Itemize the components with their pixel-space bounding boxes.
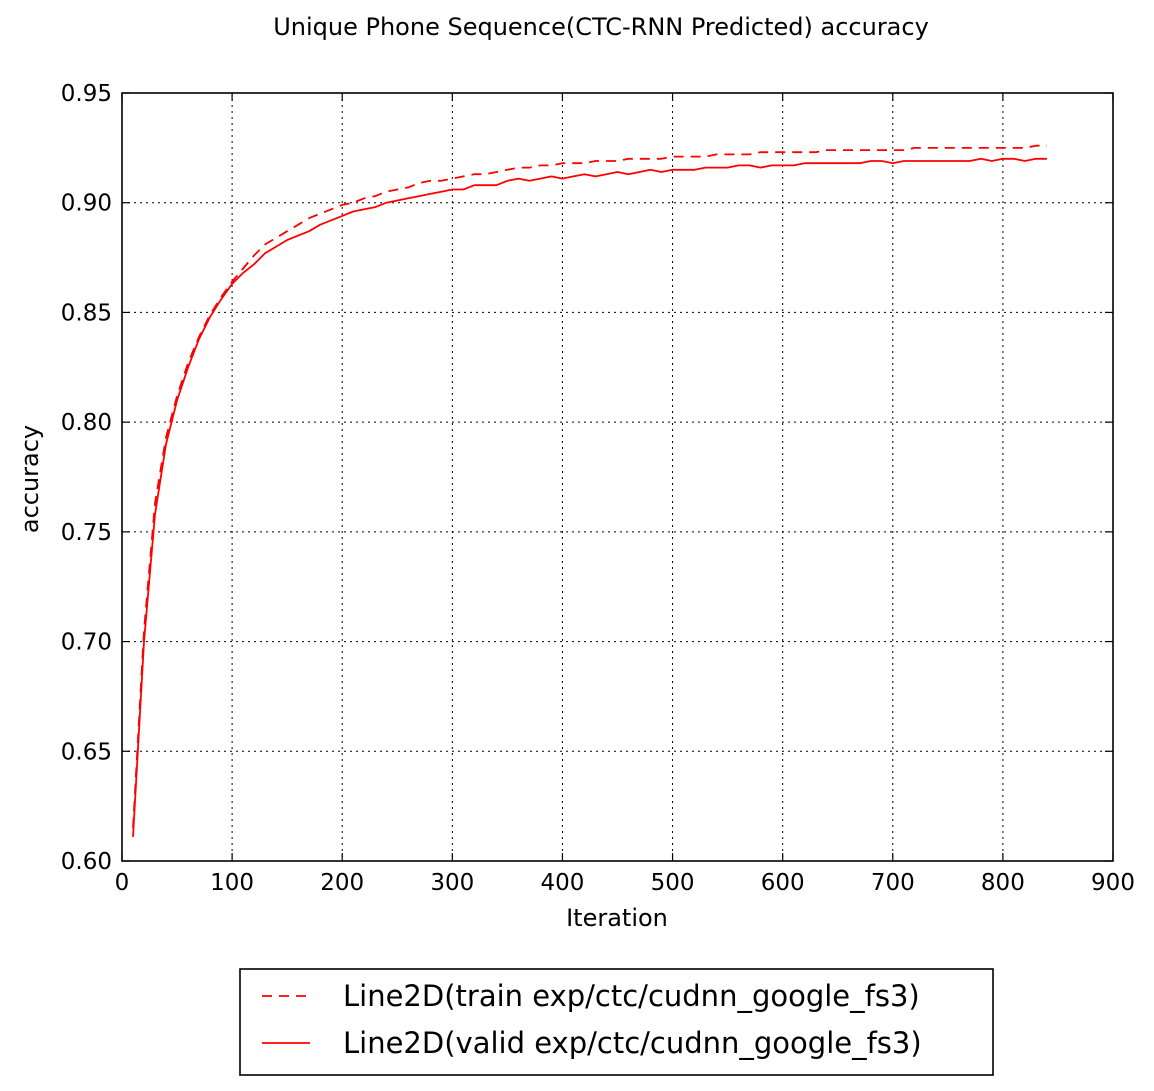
y-tick-label: 0.75 <box>61 520 112 546</box>
y-tick-label: 0.60 <box>61 849 112 875</box>
x-tick-label: 0 <box>115 870 130 896</box>
y-tick-label: 0.65 <box>61 739 112 765</box>
y-tick-label: 0.85 <box>61 300 112 326</box>
x-tick-label: 800 <box>981 870 1025 896</box>
x-tick-label: 600 <box>761 870 805 896</box>
x-tick-label: 200 <box>320 870 364 896</box>
y-tick-label: 0.70 <box>61 630 112 656</box>
plot-frame <box>121 92 1114 862</box>
x-axis-label: Iteration <box>566 904 668 932</box>
legend: Line2D(train exp/ctc/cudnn_google_fs3) L… <box>239 968 994 1076</box>
legend-label-valid: Line2D(valid exp/ctc/cudnn_google_fs3) <box>343 1026 922 1060</box>
series-line-valid <box>132 157 1047 837</box>
series-line-train <box>132 144 1047 829</box>
x-tick-label: 900 <box>1091 870 1135 896</box>
legend-box <box>239 968 994 1076</box>
legend-label-train: Line2D(train exp/ctc/cudnn_google_fs3) <box>343 979 920 1013</box>
chart-title: Unique Phone Sequence(CTC-RNN Predicted)… <box>273 13 929 41</box>
y-tick-label: 0.80 <box>61 410 112 436</box>
x-tick-label: 700 <box>871 870 915 896</box>
y-axis-label: accuracy <box>16 425 44 533</box>
series-layer <box>132 144 1047 837</box>
x-tick-label: 500 <box>651 870 695 896</box>
x-tick-label: 400 <box>540 870 584 896</box>
tick-layer: 0 100 200 300 400 500 600 700 800 900 0.60 0.65 0.70… <box>61 81 1135 896</box>
x-tick-label: 100 <box>210 870 254 896</box>
y-tick-label: 0.90 <box>61 191 112 217</box>
grid-layer <box>122 93 1113 861</box>
x-tick-label: 300 <box>430 870 474 896</box>
y-tick-label: 0.95 <box>61 81 112 107</box>
